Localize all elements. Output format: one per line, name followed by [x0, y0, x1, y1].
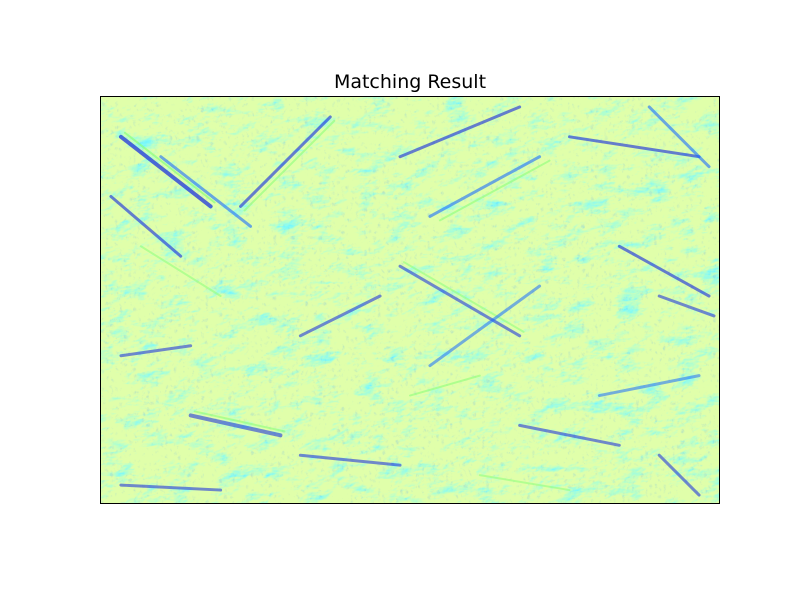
plot-title: Matching Result [333, 71, 487, 93]
image-axes [100, 96, 720, 504]
matching-result-heatmap [101, 97, 719, 503]
texture-streaks [109, 105, 716, 497]
